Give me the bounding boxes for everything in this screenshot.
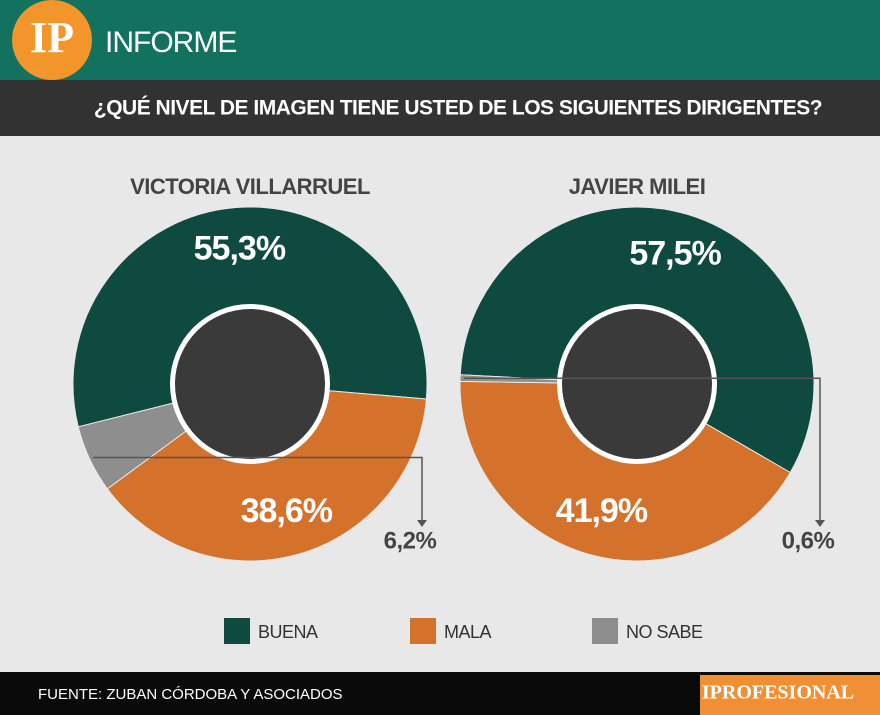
brand-box [700,675,880,715]
logo: IP [30,13,74,62]
header-bar [0,0,880,80]
legend-swatch [592,618,618,644]
logo-circle [12,0,92,80]
legend-swatch [410,618,436,644]
question: ¿QUÉ NIVEL DE IMAGEN TIENE USTED DE LOS … [94,97,822,120]
legend-swatch [224,618,250,644]
section-title: INFORME [105,26,236,59]
chart-title: VICTORIA VILLARRUEL [130,174,370,199]
legend-label: NO SABE [626,622,703,642]
chart-title: JAVIER MILEI [569,174,706,199]
value-label: 41,9% [556,492,648,530]
value-label: 0,6% [782,527,835,554]
leader-arrow [464,377,821,524]
photo [175,309,325,459]
photo [562,309,712,459]
leader-arrow [93,456,423,524]
value-label: 55,3% [194,229,286,267]
arrow-head [815,520,825,527]
arrow-head [417,520,427,527]
pie-slice [459,380,791,562]
legend-label: BUENA [258,622,318,642]
source: FUENTE: ZUBAN CÓRDOBA Y ASOCIADOS [38,686,343,703]
value-label: 38,6% [241,492,333,530]
legend-label: MALA [444,622,492,642]
value-label: 6,2% [384,527,437,554]
question-bar [0,80,880,136]
brand: IPROFESIONAL [702,682,854,704]
value-label: 57,5% [629,235,721,273]
pie-slice [106,383,427,562]
